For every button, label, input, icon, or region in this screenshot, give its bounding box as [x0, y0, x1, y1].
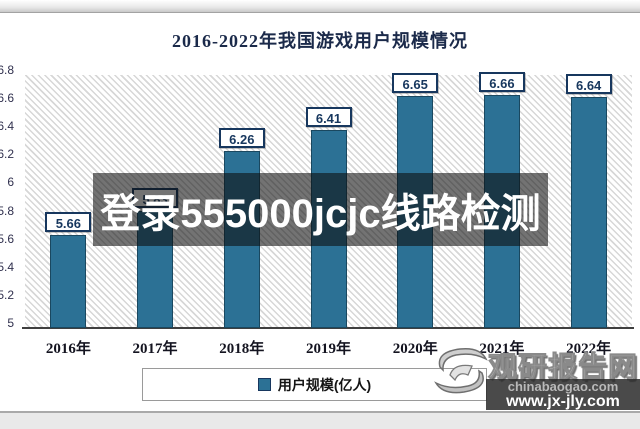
bar-value-label: 6.66 — [478, 71, 525, 92]
y-tick-label: 6.8 — [0, 63, 14, 77]
watermark: 观研报告网 chinabaogao.com www.jx-jly.com — [425, 342, 640, 412]
overlay-banner-text: 登录555000jcjc线路检测 — [100, 191, 541, 236]
overlay-banner: 登录555000jcjc线路检测 — [93, 173, 548, 246]
watermark-domain-text: chinabaogao.com — [507, 378, 619, 394]
y-tick-label: 6 — [7, 175, 14, 190]
y-tick-label: 6.4 — [0, 119, 14, 134]
x-tick-label: 2017年 — [132, 341, 178, 357]
watermark-swirl-logo — [434, 347, 488, 394]
legend-label: 用户规模(亿人) — [277, 376, 372, 393]
bar-value-label: 6.41 — [305, 106, 352, 127]
y-tick-label: 5.4 — [0, 259, 14, 274]
x-tick-label: 2021年 — [479, 341, 525, 357]
y-tick-label: 5 — [7, 316, 14, 330]
legend: 用户规模(亿人) — [142, 368, 487, 401]
bar — [50, 235, 87, 328]
y-tick-label: 6.6 — [0, 91, 14, 106]
window-bottom-bar — [0, 411, 640, 429]
legend-marker-square — [257, 378, 271, 391]
window-top-bar — [0, 0, 640, 13]
bar-value-label: 5.66 — [45, 212, 92, 233]
watermark-url-text: www.jx-jly.com — [506, 392, 620, 410]
y-tick-label: 5.6 — [0, 231, 14, 246]
bar-value-label: 6.65 — [392, 73, 439, 94]
x-tick-label: 2018年 — [219, 341, 265, 357]
x-tick-label: 2022年 — [566, 341, 612, 357]
bar — [570, 97, 607, 328]
bar-value-label: 6.64 — [565, 74, 612, 95]
watermark-dark-box: chinabaogao.com www.jx-jly.com — [486, 379, 640, 410]
x-axis-line — [22, 327, 634, 329]
y-tick-label: 5.8 — [0, 203, 14, 218]
bar-value-label: 6.26 — [218, 127, 265, 148]
chart-title: 2016-2022年我国游戏用户规模情况 — [172, 31, 468, 51]
y-tick-label: 5.2 — [0, 287, 14, 302]
x-tick-label: 2016年 — [45, 341, 91, 357]
y-tick-label: 6.2 — [0, 147, 14, 162]
x-tick-label: 2020年 — [392, 341, 438, 357]
x-tick-label: 2019年 — [305, 341, 351, 357]
